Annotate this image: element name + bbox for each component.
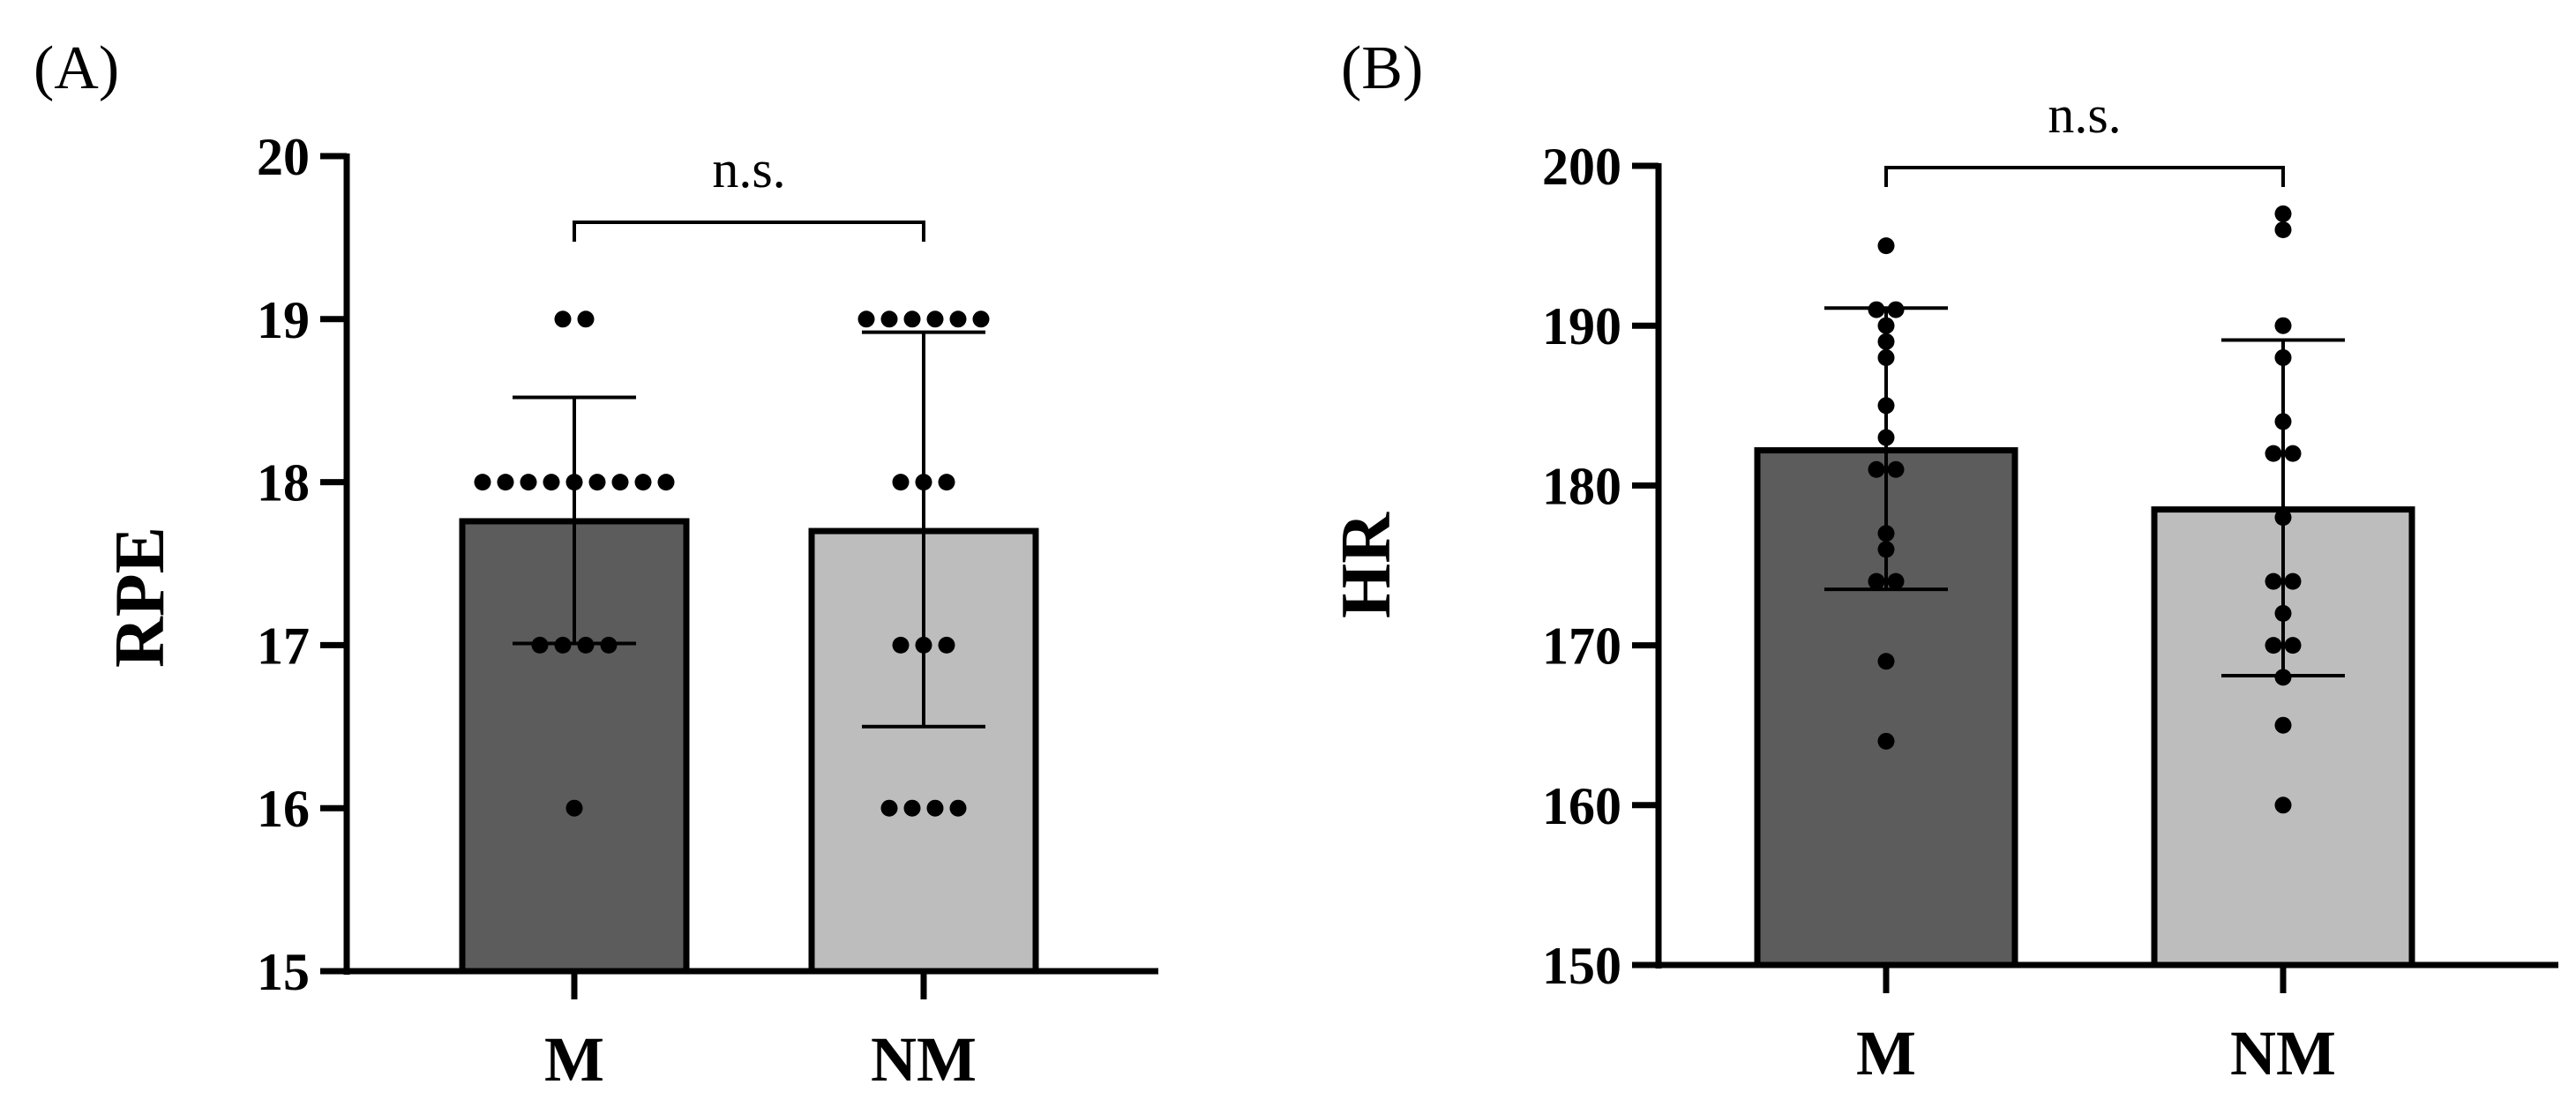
data-point — [577, 310, 595, 328]
data-point — [2284, 637, 2302, 654]
y-tick-label: 160 — [1542, 777, 1621, 835]
significance-bracket — [573, 221, 925, 242]
panel-label: (A) — [34, 34, 119, 102]
data-point — [497, 474, 514, 491]
data-point — [565, 799, 583, 817]
data-point — [938, 474, 955, 491]
y-tick-label: 20 — [257, 128, 310, 186]
y-tick-label: 170 — [1542, 617, 1621, 676]
x-tick-label: NM — [871, 1024, 977, 1095]
data-point — [880, 310, 898, 328]
y-tick-label: 200 — [1542, 138, 1621, 196]
data-point — [1877, 653, 1895, 670]
data-point — [520, 474, 537, 491]
data-point — [657, 474, 675, 491]
data-point — [857, 310, 875, 328]
data-point — [938, 636, 955, 654]
data-point — [2274, 221, 2292, 238]
y-axis-title: RPE — [101, 527, 179, 668]
data-point — [1868, 460, 1885, 478]
significance-label: n.s. — [712, 140, 785, 198]
x-tick-label: M — [1856, 1018, 1916, 1088]
data-point — [2274, 797, 2292, 814]
data-point — [634, 474, 652, 491]
data-point — [892, 636, 910, 654]
y-axis-title: HR — [1328, 512, 1405, 618]
data-point — [892, 474, 910, 491]
data-point — [949, 310, 967, 328]
chart-panel-a: (A) RPE 15 16 17 18 19 20 M NM n.s. — [34, 34, 1158, 1095]
y-tick-label: 180 — [1542, 457, 1621, 515]
data-point — [949, 799, 967, 817]
y-tick-label: 190 — [1542, 297, 1621, 355]
data-point — [2274, 205, 2292, 222]
y-tick-label: 16 — [257, 780, 310, 838]
data-point — [1877, 732, 1895, 750]
data-point — [2265, 445, 2282, 462]
data-point — [1877, 237, 1895, 255]
data-point — [611, 474, 629, 491]
y-tick-label: 19 — [257, 291, 310, 349]
x-tick-label: M — [544, 1024, 604, 1095]
y-tick-label: 150 — [1542, 937, 1621, 995]
data-point — [2274, 317, 2292, 334]
data-point — [588, 474, 606, 491]
y-tick-label: 15 — [257, 943, 310, 1001]
panel-label: (B) — [1341, 34, 1423, 102]
y-tick-label: 18 — [257, 454, 310, 512]
data-point — [926, 799, 944, 817]
data-point — [2265, 637, 2282, 654]
data-point — [903, 799, 921, 817]
x-tick-label: NM — [2230, 1018, 2336, 1088]
data-point — [554, 310, 572, 328]
significance-label: n.s. — [2048, 86, 2121, 144]
data-point — [1887, 460, 1905, 478]
data-point — [543, 474, 560, 491]
data-point — [926, 310, 944, 328]
data-point — [880, 799, 898, 817]
data-point — [474, 474, 491, 491]
data-point — [903, 310, 921, 328]
data-point — [1868, 572, 1885, 590]
data-point — [2274, 716, 2292, 734]
data-point — [2284, 445, 2302, 462]
chart-panel-b: (B) HR 150 160 170 180 190 200 M NM n.s. — [1328, 34, 2558, 1088]
data-point — [972, 310, 990, 328]
data-point — [2265, 572, 2282, 590]
data-point — [1887, 572, 1905, 590]
significance-bracket — [1884, 166, 2285, 187]
y-tick-label: 17 — [257, 617, 310, 675]
data-point — [2284, 572, 2302, 590]
